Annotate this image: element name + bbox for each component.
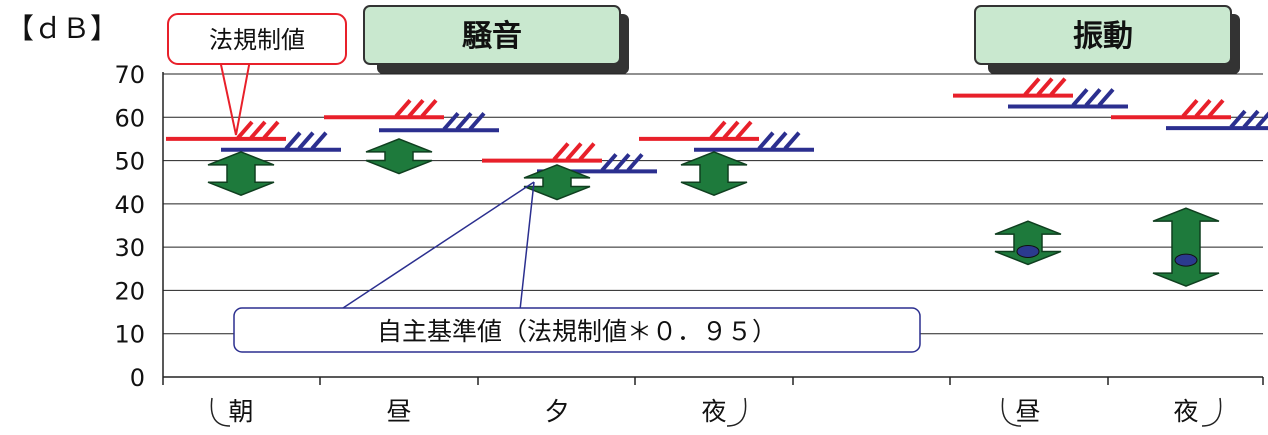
y-tick-label: 10 bbox=[114, 321, 145, 349]
x-tick-label: 夜 bbox=[701, 397, 726, 426]
group-header-noise: 騒音 bbox=[363, 5, 629, 74]
self-standard-hatch bbox=[284, 131, 328, 151]
regulation-hatch bbox=[394, 98, 438, 118]
measured-range-arrow bbox=[994, 220, 1062, 266]
self-standard-hatch bbox=[1071, 88, 1115, 107]
group-bracket-vibration bbox=[1001, 397, 1222, 427]
y-tick-label: 30 bbox=[114, 234, 145, 262]
regulation-hatch bbox=[552, 142, 596, 161]
regulation-hatch bbox=[1023, 77, 1067, 96]
y-tick-label: 40 bbox=[114, 191, 145, 219]
self-standard-hatch bbox=[600, 153, 644, 172]
chart-marks bbox=[166, 77, 1268, 287]
legend-callout-self-standard: 自主基準値（法規制値＊０．９５） bbox=[233, 181, 921, 353]
y-tick-label: 20 bbox=[114, 277, 145, 305]
self-standard-hatch bbox=[757, 131, 801, 151]
x-tick-label: 昼 bbox=[386, 397, 411, 426]
y-tick-label: 60 bbox=[114, 104, 145, 132]
regulation-hatch bbox=[1181, 98, 1225, 118]
regulation-hatch bbox=[236, 120, 280, 140]
unit-label: 【ｄＢ】 bbox=[6, 12, 118, 45]
x-axis-labels: 朝昼夕夜昼夜 bbox=[210, 397, 1222, 427]
measured-point bbox=[1174, 253, 1198, 267]
legend-regulation-text: 法規制値 bbox=[209, 26, 305, 54]
self-standard-hatch bbox=[1229, 109, 1268, 129]
x-tick-label: 昼 bbox=[1015, 397, 1040, 426]
legend-callout-regulation: 法規制値 bbox=[167, 13, 347, 136]
measured-range-arrow bbox=[365, 138, 433, 175]
measured-range-arrow bbox=[680, 151, 748, 197]
legend-self-standard-text: 自主基準値（法規制値＊０．９５） bbox=[377, 317, 777, 346]
x-tick-label: 夜 bbox=[1173, 397, 1198, 426]
y-tick-label: 70 bbox=[114, 61, 145, 89]
x-tick-label: 朝 bbox=[228, 397, 253, 426]
group-header-vibration: 振動 bbox=[974, 5, 1240, 74]
group-label-vibration: 振動 bbox=[1073, 19, 1133, 54]
measured-point bbox=[1016, 244, 1040, 258]
group-label-noise: 騒音 bbox=[462, 19, 522, 54]
x-tick-label: 夕 bbox=[544, 397, 569, 426]
measured-range-arrow bbox=[523, 164, 591, 201]
axes: 0 10 20 30 40 50 60 70 bbox=[114, 61, 1264, 392]
self-standard-hatch bbox=[442, 111, 486, 131]
y-tick-label: 0 bbox=[130, 364, 145, 392]
group-bracket-noise bbox=[210, 397, 747, 427]
y-tick-label: 50 bbox=[114, 148, 145, 176]
regulation-hatch bbox=[709, 120, 753, 140]
measured-range-arrow bbox=[207, 151, 275, 197]
gridlines bbox=[163, 73, 1263, 335]
measured-range-arrow bbox=[1152, 207, 1220, 287]
